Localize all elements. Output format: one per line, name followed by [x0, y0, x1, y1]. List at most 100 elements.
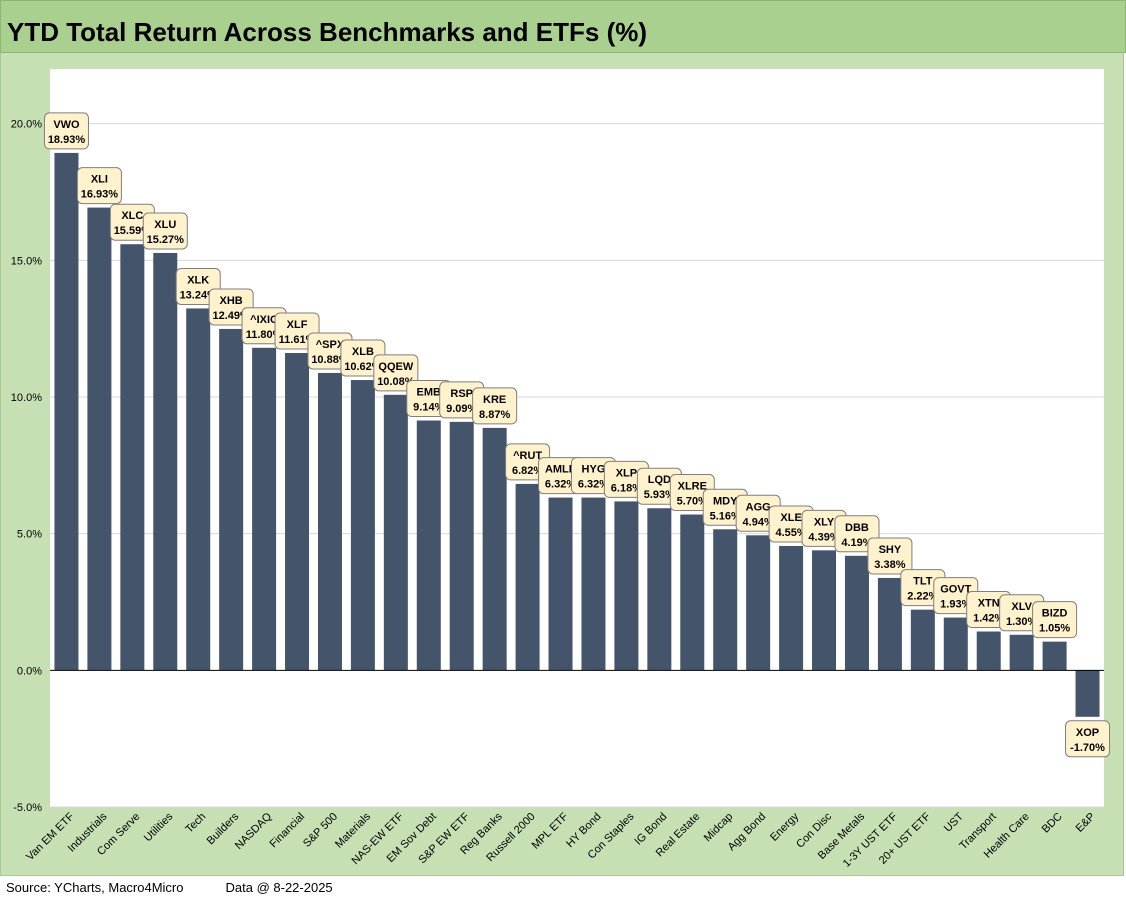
- x-tick-label: Van EM ETF: [24, 810, 77, 863]
- data-label-value: 1.05%: [1039, 623, 1070, 635]
- y-tick-label: 20.0%: [11, 119, 42, 131]
- data-label-box: [1032, 601, 1078, 639]
- data-label-value: 10.62%: [344, 361, 382, 373]
- bar: [383, 394, 408, 671]
- x-tick-label: Financial: [268, 811, 308, 851]
- data-label-ticker: VWO: [53, 119, 80, 131]
- data-label-value: 8.87%: [479, 409, 510, 421]
- bar: [1075, 670, 1100, 717]
- bar: [647, 508, 672, 671]
- title-bar: YTD Total Return Across Benchmarks and E…: [0, 0, 1126, 53]
- data-label-box: [472, 387, 518, 425]
- data-label-value: 1.30%: [1006, 616, 1037, 628]
- data-label-value: 4.19%: [841, 537, 872, 549]
- data-label-box: [1065, 720, 1111, 758]
- data-label-ticker: XLI: [91, 174, 108, 186]
- data-label-value: 4.94%: [743, 516, 774, 528]
- data-label-ticker: HYG: [582, 464, 606, 476]
- data-label-ticker: ^RUT: [513, 450, 542, 462]
- data-label-ticker: LQD: [648, 474, 671, 486]
- bar: [943, 617, 968, 671]
- data-label-value: 16.93%: [81, 189, 119, 201]
- bar: [219, 328, 244, 671]
- data-label-value: 4.55%: [775, 527, 806, 539]
- data-label-value: 10.08%: [377, 376, 415, 388]
- data-label-value: 3.38%: [874, 559, 905, 571]
- bar-chart: -5.0% 0.0% 5.0% 10.0% 15.0% 20.0% VWO 18.93% XLI…: [11, 69, 1111, 870]
- x-tick-label: NASDAQ: [233, 810, 275, 852]
- bar: [910, 609, 935, 671]
- data-label-ticker: ^SPX: [316, 339, 345, 351]
- data-label-ticker: XOP: [1076, 727, 1099, 739]
- data-label-value: 5.93%: [644, 489, 675, 501]
- x-tick-label: BDC: [1040, 811, 1065, 836]
- y-tick-label: 15.0%: [11, 255, 42, 267]
- data-label-value: 15.27%: [147, 234, 185, 246]
- x-tick-label: E&P: [1074, 811, 1098, 835]
- bar: [779, 545, 804, 671]
- data-label-ticker: BIZD: [1042, 608, 1068, 620]
- data-label-ticker: XTN: [978, 598, 1000, 610]
- data-label-box: [43, 112, 89, 150]
- x-tick-label: UST: [942, 810, 966, 834]
- data-label-ticker: EMB: [417, 387, 442, 399]
- data-label-value: 5.70%: [677, 496, 708, 508]
- x-tick-label: Utilities: [142, 810, 176, 844]
- bar: [317, 372, 342, 671]
- bar: [87, 207, 112, 671]
- data-label-value: 6.82%: [512, 465, 543, 477]
- data-label-value: -1.70%: [1070, 742, 1105, 754]
- bar: [581, 497, 606, 671]
- data-label-ticker: RSP: [450, 388, 473, 400]
- data-label-ticker: AMLP: [545, 464, 576, 476]
- bar: [680, 514, 705, 671]
- data-label-value: 15.59%: [114, 225, 152, 237]
- bar: [614, 501, 639, 671]
- data-label-ticker: XLC: [121, 210, 143, 222]
- data-label-value: 12.49%: [213, 310, 251, 322]
- bar: [350, 380, 375, 671]
- bar: [812, 550, 837, 671]
- bar: [120, 244, 145, 671]
- y-tick-label: -5.0%: [13, 802, 42, 814]
- bar: [746, 535, 771, 671]
- bar: [548, 497, 573, 671]
- data-label-ticker: KRE: [483, 394, 506, 406]
- data-label-value: 6.18%: [611, 482, 642, 494]
- y-tick-label: 0.0%: [17, 665, 42, 677]
- bar: [186, 308, 211, 671]
- data-label-ticker: XLRE: [678, 481, 707, 493]
- data-label-value: 10.88%: [311, 354, 349, 366]
- data-label-ticker: XLE: [780, 512, 801, 524]
- bar: [153, 252, 178, 671]
- data-label-value: 6.32%: [578, 479, 609, 491]
- data-label-ticker: SHY: [879, 544, 902, 556]
- data-label-value: 1.93%: [940, 599, 971, 611]
- data-label-ticker: QQEW: [378, 361, 413, 373]
- bar: [482, 427, 507, 671]
- data-label-ticker: XLY: [814, 516, 835, 528]
- data-label-box: [867, 537, 913, 575]
- source-note: Source: YCharts, Macro4Micro: [6, 880, 184, 895]
- data-label-value: 4.39%: [808, 531, 839, 543]
- data-label-ticker: GOVT: [940, 584, 971, 596]
- data-label-box: [76, 167, 122, 205]
- data-label-value: 1.42%: [973, 613, 1004, 625]
- bar: [515, 483, 540, 671]
- data-label-ticker: XLP: [616, 467, 637, 479]
- data-label-value: 11.61%: [279, 334, 316, 346]
- bar: [1042, 641, 1067, 671]
- chart-title: YTD Total Return Across Benchmarks and E…: [7, 17, 648, 47]
- data-label-ticker: XLV: [1011, 601, 1032, 613]
- data-label-ticker: XLK: [187, 274, 209, 286]
- bar: [449, 421, 474, 671]
- data-label-value: 18.93%: [48, 134, 86, 146]
- bar: [54, 152, 79, 671]
- data-label-ticker: MDY: [713, 495, 738, 507]
- data-label-ticker: XHB: [220, 295, 243, 307]
- bar: [252, 347, 277, 671]
- data-label-box: [142, 212, 188, 250]
- bar: [976, 631, 1001, 671]
- bar: [285, 352, 310, 671]
- x-tick-label: MPL ETF: [530, 810, 571, 851]
